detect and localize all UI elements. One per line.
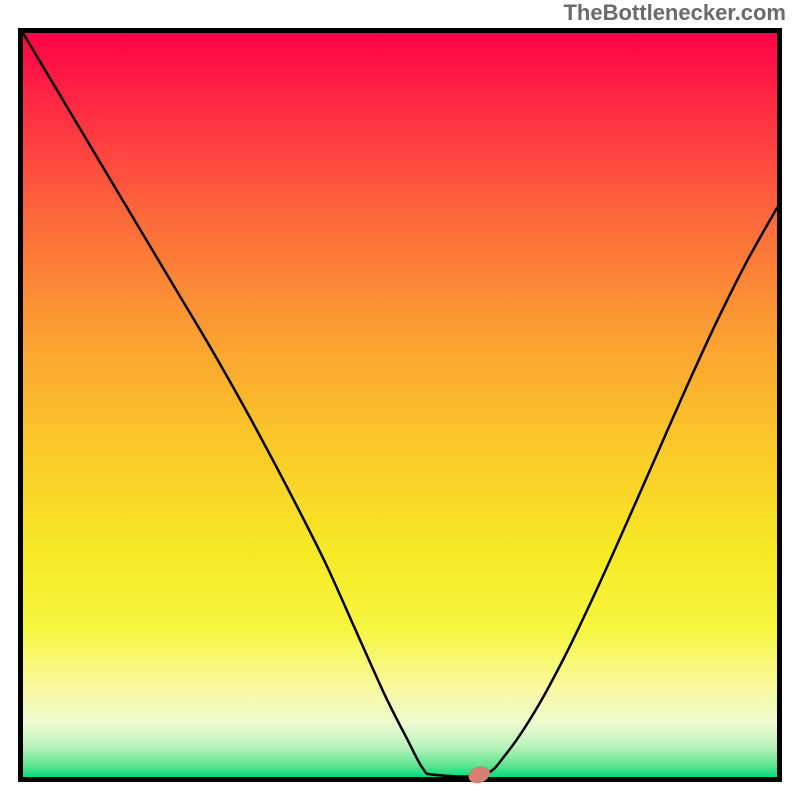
attribution-text: TheBottlenecker.com — [563, 0, 786, 25]
bottleneck-chart: TheBottlenecker.com — [0, 0, 800, 800]
plot-background — [23, 33, 777, 777]
